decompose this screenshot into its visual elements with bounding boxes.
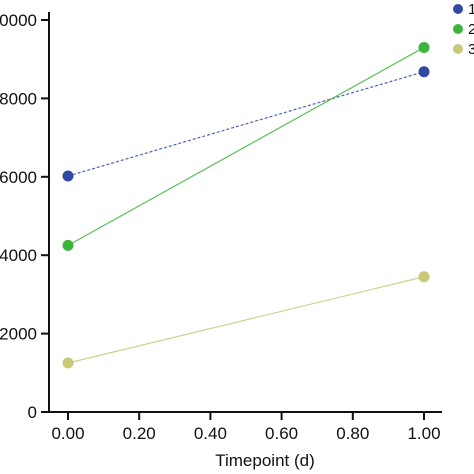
axes: 0 2000 4000 6000 8000 10000 0.00 0.20 0.40 0.60 0.… — [0, 11, 442, 443]
legend-label-3: 3 — [468, 41, 474, 58]
y-tick-label: 10000 — [0, 11, 37, 30]
x-tick-label: 0.60 — [265, 424, 298, 443]
x-tick-label: 0.80 — [336, 424, 369, 443]
data-point — [418, 66, 430, 78]
series-3 — [62, 271, 430, 369]
legend-marker-1 — [453, 4, 463, 14]
x-tick-label: 1.00 — [407, 424, 440, 443]
legend-label-1: 1 — [468, 1, 474, 18]
x-tick-label: 0.20 — [123, 424, 156, 443]
series-line — [67, 46, 425, 246]
y-tick-label: 6000 — [0, 168, 37, 187]
data-point — [418, 41, 430, 53]
data-point — [418, 271, 430, 283]
series-line — [67, 71, 425, 177]
x-axis-title: Timepoint (d) — [215, 451, 315, 470]
series-layer — [62, 41, 430, 369]
series-2 — [62, 41, 430, 251]
legend: 1 2 3 — [453, 1, 474, 58]
data-point — [62, 170, 74, 182]
x-tick-label: 0.40 — [194, 424, 227, 443]
y-tick-label: 8000 — [0, 89, 37, 108]
series-1 — [62, 66, 430, 182]
y-tick-label: 0 — [28, 403, 37, 422]
data-point — [62, 239, 74, 251]
series-line — [67, 276, 425, 364]
data-point — [62, 357, 74, 369]
legend-marker-2 — [453, 24, 463, 34]
x-tick-label: 0.00 — [51, 424, 84, 443]
y-tick-label: 2000 — [0, 325, 37, 344]
y-tick-label: 4000 — [0, 246, 37, 265]
legend-label-2: 2 — [468, 21, 474, 38]
legend-marker-3 — [453, 44, 463, 54]
